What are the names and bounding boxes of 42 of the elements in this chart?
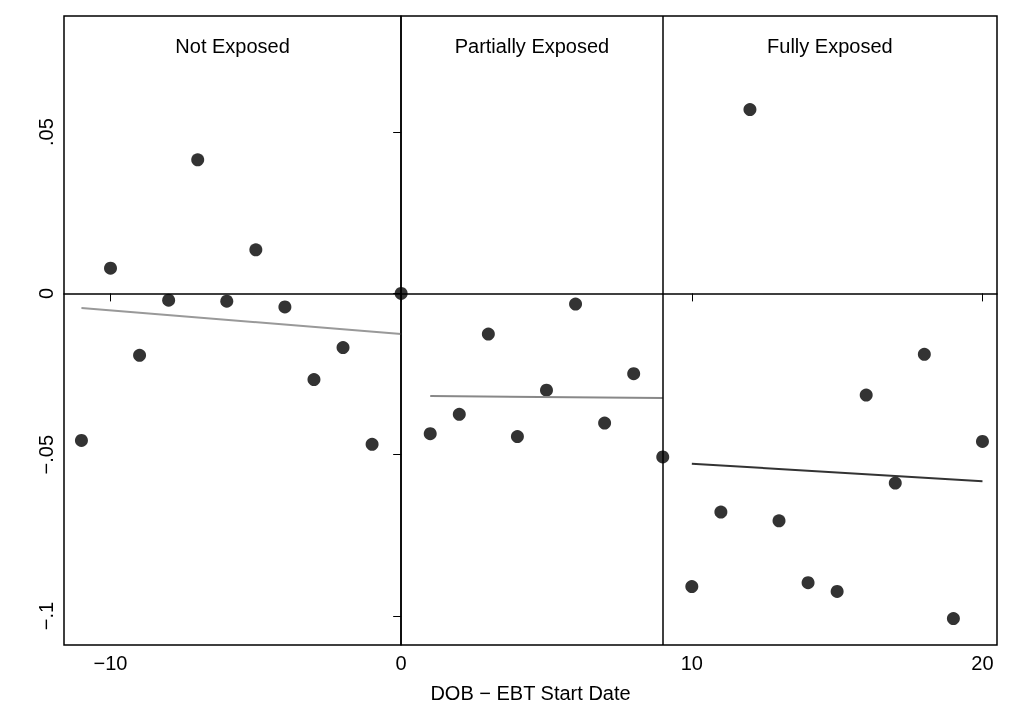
point (336, 341, 350, 355)
point (481, 327, 495, 341)
x-tick-label: 20 (971, 652, 994, 674)
point (220, 294, 234, 308)
point (627, 367, 641, 381)
annotation: Partially Exposed (454, 35, 610, 57)
x-axis-title: DOB − EBT Start Date (430, 682, 631, 704)
point (104, 261, 117, 275)
point (772, 514, 786, 528)
point (598, 416, 612, 430)
x-tick-label: 10 (680, 652, 703, 674)
y-tick-label: −.1 (35, 601, 57, 631)
point (423, 427, 437, 441)
annotation: Not Exposed (175, 35, 290, 57)
point (859, 388, 873, 402)
point (714, 505, 728, 519)
point (249, 243, 263, 257)
y-tick-label: .05 (35, 118, 57, 147)
point (888, 476, 902, 490)
annotation: Fully Exposed (767, 35, 893, 57)
point (365, 437, 379, 451)
point (801, 576, 815, 590)
point (278, 300, 292, 314)
point (191, 153, 205, 167)
point (946, 612, 960, 626)
point (74, 434, 88, 447)
point (307, 373, 321, 387)
point (569, 297, 583, 311)
point (830, 584, 844, 598)
point (685, 580, 699, 594)
point (540, 383, 553, 397)
x-tick-label: −10 (93, 652, 128, 674)
point (162, 293, 176, 307)
point (917, 347, 931, 361)
point (975, 434, 989, 448)
y-tick-label: 0 (35, 287, 57, 299)
y-tick-label: −.05 (35, 434, 57, 475)
point (133, 348, 147, 362)
point (452, 407, 466, 421)
point (510, 430, 524, 444)
point (743, 103, 757, 117)
x-tick-label: 0 (395, 652, 407, 674)
